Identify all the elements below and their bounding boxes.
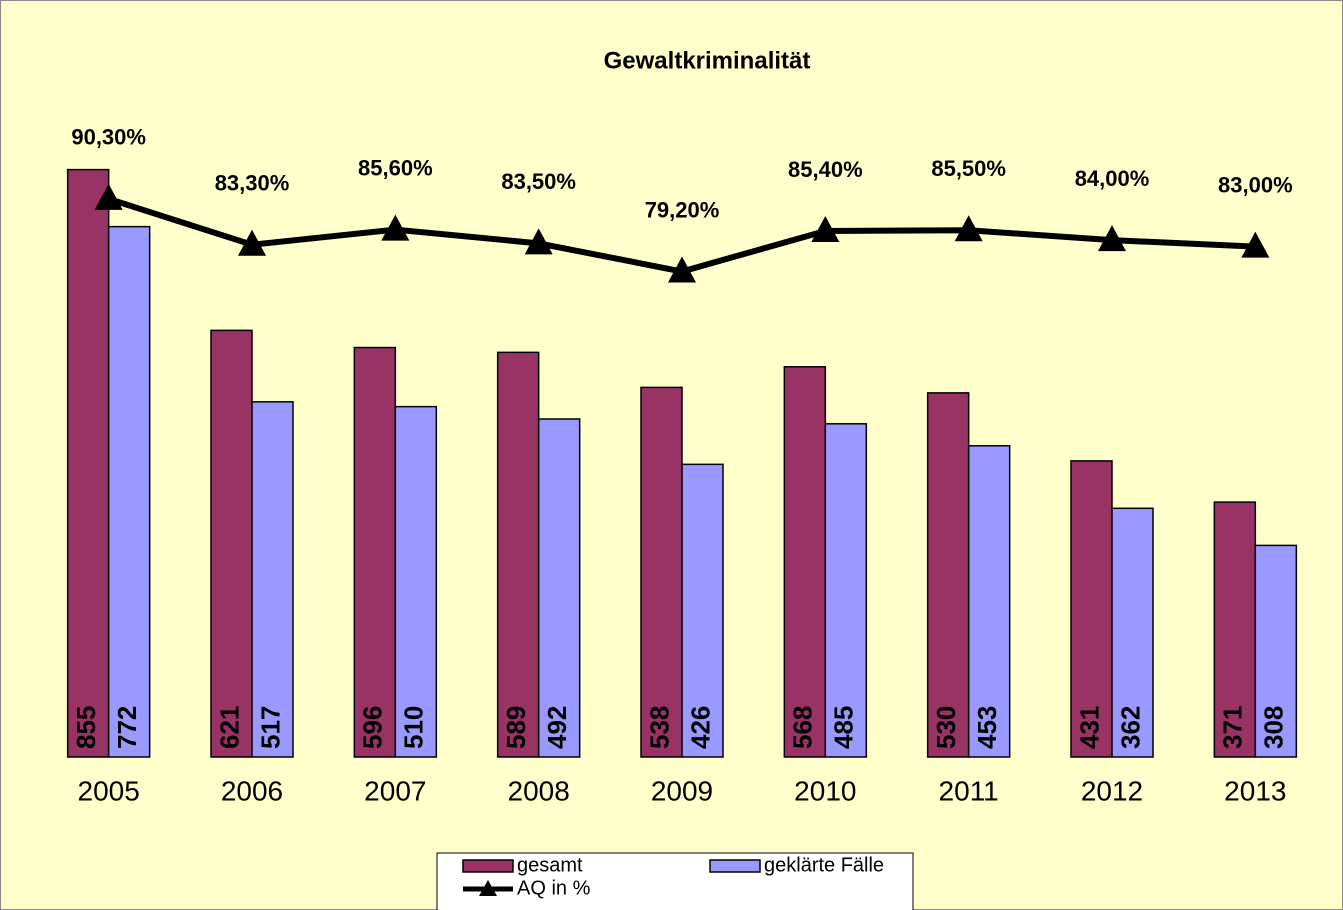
bar <box>394 405 438 758</box>
x-tick-label: 2013 <box>1224 775 1286 806</box>
line-value-label: 79,20% <box>645 197 720 222</box>
bar-value-label: 426 <box>685 706 715 749</box>
line-marker <box>1098 225 1126 252</box>
chart-title: Gewaltkriminalität <box>604 47 811 74</box>
bar-value-label: 596 <box>358 706 388 749</box>
line-marker <box>1241 231 1270 258</box>
bar <box>107 225 151 758</box>
line-value-label: 83,30% <box>215 171 290 196</box>
bar-value-label: 362 <box>1115 706 1145 749</box>
bar <box>353 346 397 758</box>
x-tick-label: 2010 <box>794 775 856 806</box>
line-value-label: 83,00% <box>1218 172 1293 197</box>
x-tick-label: 2009 <box>651 775 713 806</box>
line-marker <box>238 229 266 256</box>
bar-value-label: 485 <box>829 706 859 749</box>
bar-value-label: 772 <box>112 706 142 749</box>
x-tick-label: 2005 <box>78 775 140 806</box>
bar-value-label: 530 <box>931 706 961 749</box>
line-marker <box>524 228 553 255</box>
line-marker <box>811 215 840 242</box>
legend-label: geklärte Fälle <box>764 854 884 876</box>
x-tick-label: 2008 <box>508 775 570 806</box>
bar-value-label: 517 <box>255 706 285 749</box>
x-tick-label: 2007 <box>364 775 426 806</box>
bar <box>251 401 294 758</box>
bar-value-label: 568 <box>788 706 818 749</box>
bar <box>926 392 970 758</box>
legend-swatch <box>709 859 761 873</box>
x-tick-label: 2006 <box>221 775 283 806</box>
x-tick-label: 2012 <box>1081 775 1143 806</box>
bar <box>1111 507 1154 758</box>
bar-value-label: 538 <box>644 706 674 749</box>
bar-value-label: 308 <box>1259 706 1289 749</box>
bar-value-label: 371 <box>1218 706 1248 749</box>
bar-value-label: 855 <box>71 706 101 749</box>
line-value-label: 84,00% <box>1075 166 1150 191</box>
legend-label: AQ in % <box>517 877 591 899</box>
bar <box>66 168 110 758</box>
legend-swatch <box>462 859 514 873</box>
line-value-label: 90,30% <box>71 125 146 150</box>
line-value-label: 85,60% <box>358 155 433 180</box>
line-value-label: 85,50% <box>931 156 1006 181</box>
line-marker <box>954 215 983 242</box>
bar <box>496 351 540 758</box>
legend-box <box>436 852 914 910</box>
bar <box>640 386 683 758</box>
bar <box>210 329 253 758</box>
line-value-label: 85,40% <box>788 157 863 182</box>
bar <box>1070 460 1113 758</box>
bar-value-label: 621 <box>214 706 244 749</box>
bar <box>681 463 724 758</box>
bar-value-label: 453 <box>972 706 1002 749</box>
bar <box>537 418 581 758</box>
line-marker <box>381 214 410 241</box>
bar-value-label: 431 <box>1074 706 1104 749</box>
bar <box>967 445 1011 758</box>
line-marker <box>94 183 123 210</box>
bar-value-label: 589 <box>501 706 531 749</box>
bar <box>1254 544 1298 758</box>
bar-value-label: 492 <box>542 706 572 749</box>
bar <box>824 423 868 758</box>
line-marker <box>668 256 696 283</box>
x-tick-label: 2011 <box>939 775 999 806</box>
line-value-label: 83,50% <box>501 169 576 194</box>
legend-label: gesamt <box>517 854 583 876</box>
bar-value-label: 510 <box>399 706 429 749</box>
bar <box>783 366 827 758</box>
legend-marker <box>479 880 497 896</box>
